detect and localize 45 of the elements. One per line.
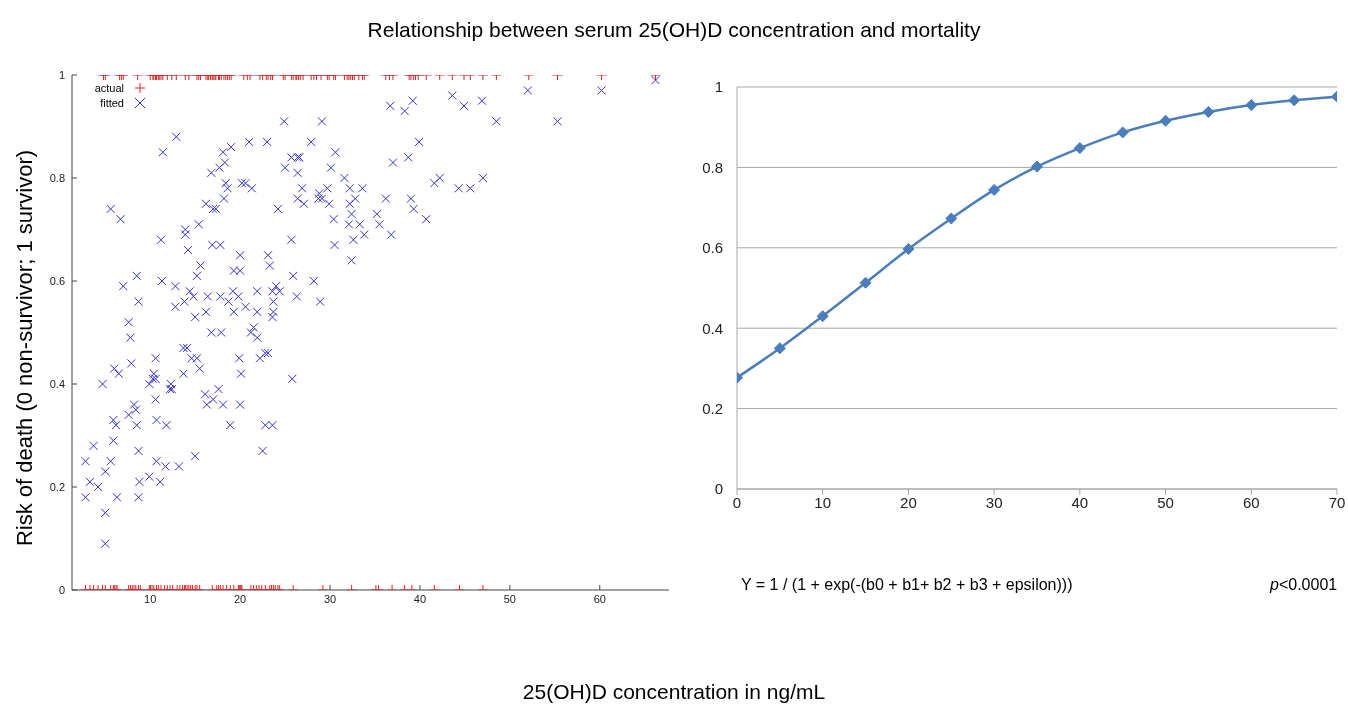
point bbox=[1073, 142, 1086, 155]
y-tick-label: 0.8 bbox=[49, 171, 65, 184]
x-tick-label: 20 bbox=[900, 493, 917, 511]
y-tick-label: 0.8 bbox=[702, 158, 723, 176]
x-tick-label: 40 bbox=[1071, 493, 1089, 511]
y-tick-label: 1 bbox=[58, 68, 65, 81]
y-tick-label: 0.2 bbox=[702, 399, 723, 417]
y-tick-label: 0 bbox=[714, 480, 723, 498]
x-tick-label: 70 bbox=[1328, 493, 1346, 511]
point bbox=[1116, 126, 1129, 139]
point bbox=[1245, 99, 1258, 112]
point bbox=[859, 276, 872, 289]
x-tick-label: 50 bbox=[503, 592, 516, 605]
x-tick-label: 60 bbox=[593, 592, 606, 605]
point bbox=[816, 310, 829, 323]
x-tick-label: 20 bbox=[234, 592, 247, 605]
x-tick-label: 40 bbox=[413, 592, 427, 605]
y-tick-label: 0 bbox=[58, 583, 65, 596]
chart-title: Relationship between serum 25(OH)D concentration and mortality bbox=[366, 18, 982, 42]
point bbox=[902, 243, 915, 256]
x-tick-label: 0 bbox=[732, 493, 742, 511]
y-tick-label: 0.2 bbox=[49, 480, 65, 493]
legend-label: fitted bbox=[99, 96, 124, 109]
point bbox=[945, 212, 958, 225]
point bbox=[1159, 114, 1172, 127]
point bbox=[988, 183, 1001, 196]
text: Y = 1 / (1 + exp(-(b0 + b1+ b2 + b3 + epsilon))) bbox=[741, 576, 1073, 593]
x-tick-label: 10 bbox=[144, 592, 157, 605]
y-tick-label: 0.6 bbox=[702, 239, 723, 257]
text: p<0.0001 bbox=[1270, 576, 1338, 593]
x-tick-label: 30 bbox=[985, 493, 1003, 511]
point bbox=[1031, 160, 1043, 173]
y-tick-label: 0.4 bbox=[49, 377, 65, 390]
x-tick-label: 30 bbox=[323, 592, 337, 605]
x-tick-label: 10 bbox=[814, 493, 832, 511]
y-tick-label: 0.4 bbox=[702, 319, 723, 337]
y-tick-label: 1 bbox=[714, 78, 723, 96]
point bbox=[773, 342, 786, 355]
legend-label: actual bbox=[93, 81, 124, 94]
x-tick-label: 50 bbox=[1157, 493, 1174, 511]
x-axis-title: 25(OH)D concentration in ng/mL bbox=[521, 680, 827, 704]
y-tick-label: 0.6 bbox=[49, 274, 65, 287]
x-tick-label: 60 bbox=[1242, 493, 1260, 511]
y-axis-title: Risk of death (0 non-survivor; 1 survivor) bbox=[12, 149, 38, 547]
point bbox=[1202, 105, 1215, 118]
